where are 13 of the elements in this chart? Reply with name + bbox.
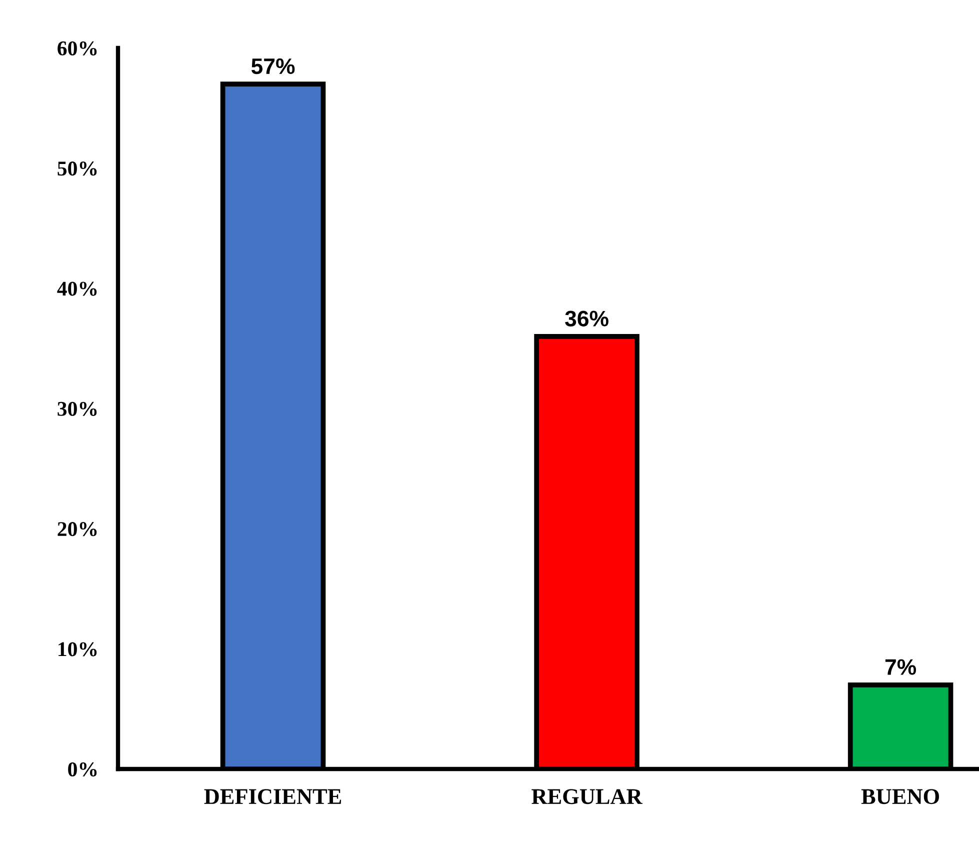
y-tick-label: 20% <box>58 522 97 536</box>
y-tick-label: 10% <box>58 642 97 656</box>
x-tick-label: REGULAR <box>532 789 643 804</box>
data-label: 57% <box>251 58 295 74</box>
y-tick-label: 60% <box>58 41 97 56</box>
data-label: 36% <box>565 310 608 326</box>
x-tick-label: BUENO <box>861 789 939 804</box>
y-tick-label: 40% <box>57 282 97 296</box>
data-label: 7% <box>885 659 916 675</box>
y-tick-label: 0% <box>68 762 97 776</box>
y-tick-label: 50% <box>58 162 97 176</box>
y-tick-label: 30% <box>58 402 97 416</box>
x-tick-label: DEFICIENTE <box>204 789 342 804</box>
